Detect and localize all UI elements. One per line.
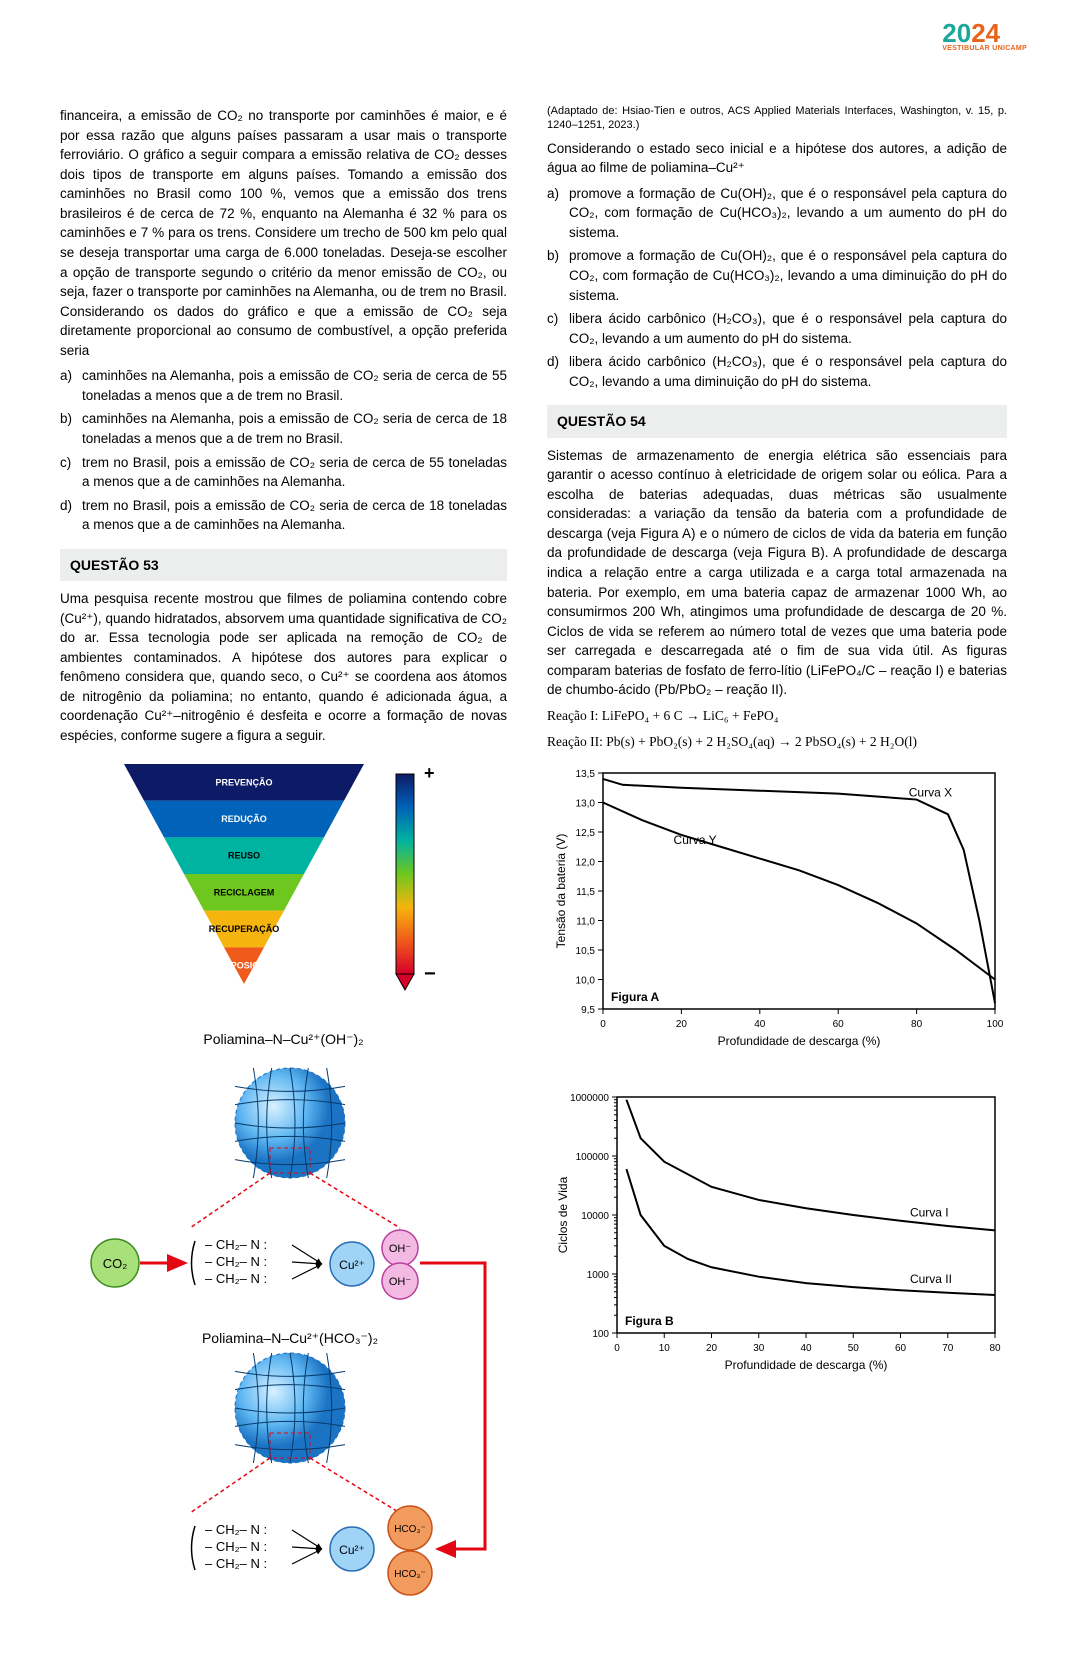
svg-text:Curva X: Curva X <box>909 786 952 800</box>
svg-text:REDUÇÃO: REDUÇÃO <box>221 814 267 824</box>
svg-text:REUSO: REUSO <box>227 850 259 860</box>
q52-option-d: d)trem no Brasil, pois a emissão de CO₂ … <box>60 496 507 535</box>
svg-text:11,5: 11,5 <box>576 887 595 898</box>
exam-logo: 2024 VESTIBULAR UNICAMP <box>942 18 1027 52</box>
q54-text: Sistemas de armazenamento de energia elé… <box>547 446 1007 700</box>
svg-text:13,5: 13,5 <box>576 769 596 780</box>
q52-option-c: c)trem no Brasil, pois a emissão de CO₂ … <box>60 453 507 492</box>
svg-text:Curva I: Curva I <box>910 1205 949 1219</box>
svg-text:Poliamina–N–Cu²⁺(HCO₃⁻)₂: Poliamina–N–Cu²⁺(HCO₃⁻)₂ <box>202 1330 378 1346</box>
q54-eq1: Reação I: LiFePO₄ + 6 C → LiC₆ + FePO₄ <box>547 706 1007 726</box>
svg-text:Figura B: Figura B <box>625 1314 674 1328</box>
right-column: (Adaptado de: Hsiao-Tien e outros, ACS A… <box>547 100 1007 1619</box>
svg-text:RECUPERAÇÃO: RECUPERAÇÃO <box>208 924 279 934</box>
svg-text:– CH₂– N :: – CH₂– N : <box>205 1556 267 1571</box>
q52-intro-text: financeira, a emissão de CO₂ no transpor… <box>60 106 507 360</box>
svg-text:Cu²⁺: Cu²⁺ <box>339 1543 365 1557</box>
svg-text:60: 60 <box>895 1343 907 1354</box>
q53-caption: (Adaptado de: Hsiao-Tien e outros, ACS A… <box>547 104 1007 133</box>
svg-text:40: 40 <box>800 1343 812 1354</box>
svg-text:11,0: 11,0 <box>576 917 595 928</box>
svg-text:30: 30 <box>753 1343 765 1354</box>
svg-text:– CH₂– N :: – CH₂– N : <box>205 1237 267 1252</box>
svg-text:100: 100 <box>592 1329 609 1340</box>
q54-eq2: Reação II: Pb(s) + PbO₂(s) + 2 H₂SO₄(aq)… <box>547 732 1007 752</box>
svg-text:10,0: 10,0 <box>576 976 596 987</box>
svg-text:Curva II: Curva II <box>910 1272 952 1286</box>
svg-text:DISPOSIÇÃO: DISPOSIÇÃO <box>215 960 272 970</box>
chem-svg: CO₂ – CH₂– N : – CH₂– N : – CH₂– N : Cu²⁺ OH⁻… <box>60 1053 500 1613</box>
figure-a-container: 9,5 10,0 10,5 11,0 11,5 12,0 12,5 13,0 13,5 0 20 40… <box>547 761 1007 1067</box>
svg-text:1000: 1000 <box>587 1270 610 1281</box>
svg-text:50: 50 <box>848 1343 860 1354</box>
svg-text:12,0: 12,0 <box>576 858 596 869</box>
q53-option-d: d)libera ácido carbônico (H₂CO₃), que é … <box>547 352 1007 391</box>
svg-text:20: 20 <box>706 1343 718 1354</box>
svg-text:– CH₂– N :: – CH₂– N : <box>205 1522 267 1537</box>
svg-text:– CH₂– N :: – CH₂– N : <box>205 1271 267 1286</box>
q53-option-c: c)libera ácido carbônico (H₂CO₃), que é … <box>547 309 1007 348</box>
svg-text:12,5: 12,5 <box>576 828 596 839</box>
svg-text:60: 60 <box>833 1019 845 1030</box>
svg-text:Tensão da bateria (V): Tensão da bateria (V) <box>554 834 568 949</box>
svg-text:100: 100 <box>987 1019 1004 1030</box>
svg-text:OH⁻: OH⁻ <box>389 1276 412 1288</box>
svg-text:HCO₃⁻: HCO₃⁻ <box>394 1524 426 1535</box>
svg-text:CO₂: CO₂ <box>103 1256 128 1271</box>
svg-text:– CH₂– N :: – CH₂– N : <box>205 1539 267 1554</box>
svg-text:0: 0 <box>614 1343 620 1354</box>
svg-text:Cu²⁺: Cu²⁺ <box>339 1258 365 1272</box>
svg-text:13,0: 13,0 <box>576 799 596 810</box>
svg-text:100000: 100000 <box>576 1152 610 1163</box>
q53-header: QUESTÃO 53 <box>60 549 507 581</box>
triangle-svg: PREVENÇÃO REDUÇÃO REUSO RECICLAGEM RECUPERAÇ… <box>114 754 454 1014</box>
figure-b-svg: 100 1000 10000 100000 1000000 0 10 20 30 40 50 60 70… <box>547 1085 1007 1385</box>
q54-header: QUESTÃO 54 <box>547 405 1007 437</box>
svg-text:+: + <box>424 763 435 783</box>
q52-option-b: b)caminhões na Alemanha, pois a emissão … <box>60 409 507 448</box>
svg-text:PREVENÇÃO: PREVENÇÃO <box>215 777 272 787</box>
svg-text:Profundidade de descarga (%): Profundidade de descarga (%) <box>718 1034 881 1048</box>
figure-a-svg: 9,5 10,0 10,5 11,0 11,5 12,0 12,5 13,0 13,5 0 20 40… <box>547 761 1007 1061</box>
svg-text:9,5: 9,5 <box>581 1005 595 1016</box>
svg-text:40: 40 <box>754 1019 766 1030</box>
svg-text:RECICLAGEM: RECICLAGEM <box>213 887 274 897</box>
svg-text:Ciclos de Vida: Ciclos de Vida <box>556 1176 570 1253</box>
hierarchy-triangle-figure: PREVENÇÃO REDUÇÃO REUSO RECICLAGEM RECUPERAÇ… <box>60 754 507 1020</box>
svg-text:10000: 10000 <box>581 1211 609 1222</box>
q53-option-b: b)promove a formação de Cu(OH)₂, que é o… <box>547 246 1007 305</box>
svg-text:Curva Y: Curva Y <box>674 833 717 847</box>
svg-text:70: 70 <box>942 1343 954 1354</box>
svg-text:0: 0 <box>600 1019 606 1030</box>
chemistry-diagram: Poliamina–N–Cu²⁺(OH⁻)₂ CO₂ – CH₂– N : – CH… <box>60 1029 507 1619</box>
svg-text:−: − <box>424 963 436 985</box>
left-column: financeira, a emissão de CO₂ no transpor… <box>60 100 507 1619</box>
logo-subtitle: VESTIBULAR UNICAMP <box>942 45 1027 52</box>
logo-24: 24 <box>971 18 1000 48</box>
svg-text:80: 80 <box>911 1019 923 1030</box>
chem-title-1: Poliamina–N–Cu²⁺(OH⁻)₂ <box>60 1029 507 1049</box>
q53-choices-intro: Considerando o estado seco inicial e a h… <box>547 139 1007 178</box>
svg-text:10,5: 10,5 <box>576 946 596 957</box>
q52-option-a: a)caminhões na Alemanha, pois a emissão … <box>60 366 507 405</box>
q53-option-a: a)promove a formação de Cu(OH)₂, que é o… <box>547 184 1007 243</box>
q53-text: Uma pesquisa recente mostrou que filmes … <box>60 589 507 746</box>
svg-text:80: 80 <box>989 1343 1001 1354</box>
svg-text:Figura A: Figura A <box>611 990 660 1004</box>
svg-text:20: 20 <box>676 1019 688 1030</box>
svg-text:OH⁻: OH⁻ <box>389 1243 412 1255</box>
svg-text:10: 10 <box>659 1343 671 1354</box>
logo-20: 20 <box>942 18 971 48</box>
svg-text:Profundidade de descarga (%): Profundidade de descarga (%) <box>725 1358 888 1372</box>
figure-b-container: 100 1000 10000 100000 1000000 0 10 20 30 40 50 60 70… <box>547 1085 1007 1391</box>
svg-text:HCO₃⁻: HCO₃⁻ <box>394 1569 426 1580</box>
svg-text:– CH₂– N :: – CH₂– N : <box>205 1254 267 1269</box>
svg-text:1000000: 1000000 <box>570 1093 609 1104</box>
